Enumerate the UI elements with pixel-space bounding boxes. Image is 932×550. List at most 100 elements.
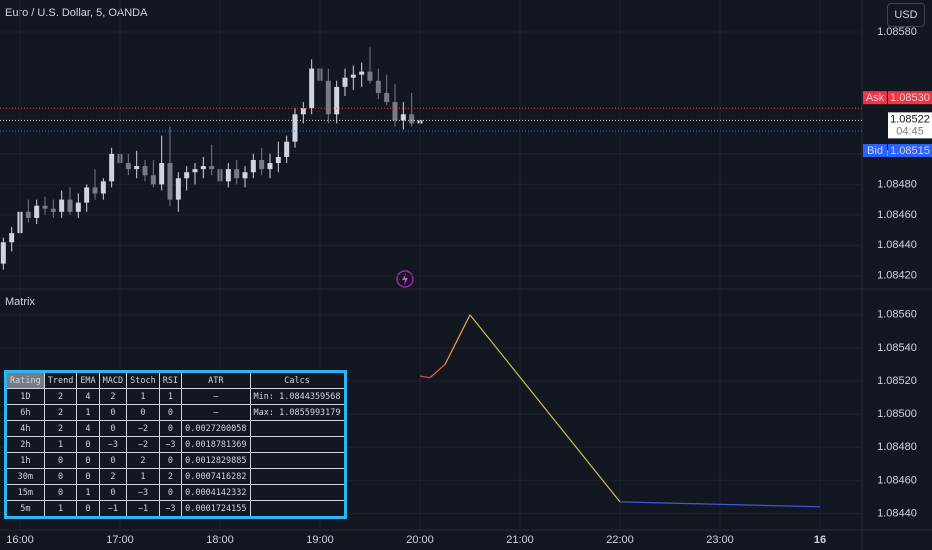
candle-body (125, 163, 131, 170)
table-row: 5m 1 0 −1 −1 −3 0.0001724155 (5, 500, 346, 518)
x-tick-label: 22:00 (606, 534, 634, 546)
table-cell: 0 (98, 452, 128, 469)
candle-body (192, 169, 198, 173)
table-cell: 0.0007416282 (181, 468, 251, 485)
table-row: 1D 2 4 2 1 1– Min: 1.0844359568 (5, 388, 346, 405)
y-tick-label: 1.08480 (877, 178, 917, 190)
x-tick-label: 17:00 (106, 534, 134, 546)
candle-body (334, 86, 340, 115)
candle-body (375, 80, 381, 93)
table-cell: 0 (126, 404, 160, 421)
table-cell: 0 (98, 484, 128, 501)
candle-body (367, 71, 373, 81)
event-icon[interactable] (396, 270, 414, 288)
table-cell: – (181, 404, 251, 421)
table-cell: 0.0004142332 (181, 484, 251, 501)
candle-body (409, 114, 415, 124)
table-cell: 1D (5, 388, 45, 405)
candle-body (67, 199, 73, 212)
candle-body (325, 80, 331, 115)
currency-button[interactable]: USD (887, 3, 925, 27)
table-cell (249, 436, 346, 453)
table-cell (249, 420, 346, 437)
table-cell (249, 500, 346, 518)
candle-body (250, 160, 256, 173)
candle-body (92, 187, 98, 194)
candle-body (25, 211, 31, 218)
x-tick-label: 21:00 (506, 534, 534, 546)
table-header-row: Rating Trend EMA MACD Stoch RSI ATR Calcs (5, 371, 346, 389)
candle-body (384, 92, 390, 103)
x-tick-label: 23:00 (706, 534, 734, 546)
x-tick-label: 16 (814, 534, 826, 546)
y-tick-label: 1.08440 (877, 239, 917, 251)
table-cell: Min: 1.0844359568 (249, 388, 346, 405)
y-tick-label: 1.08440 (877, 507, 917, 519)
candle-body (109, 153, 115, 182)
table-header-cell: RSI (158, 371, 183, 389)
candle-body (34, 205, 40, 218)
table-cell: 2 (98, 388, 128, 405)
table-header-cell: EMA (76, 371, 100, 389)
candle-body (150, 175, 156, 185)
table-cell: 2 (98, 468, 128, 485)
table-cell: 0 (43, 452, 78, 469)
line-segment (444, 314, 471, 365)
table-header-cell: Rating (5, 371, 45, 389)
table-cell: 0 (158, 452, 183, 469)
line-segment (419, 375, 431, 379)
table-cell: 1h (5, 452, 45, 469)
table-cell: 0 (76, 452, 100, 469)
table-cell: −1 (98, 500, 128, 518)
table-cell: 0 (43, 484, 78, 501)
table-cell: 2 (126, 452, 160, 469)
table-row: 30m 0 0 2 1 2 0.0007416282 (5, 468, 346, 485)
y-tick-label: 1.08540 (877, 342, 917, 354)
y-tick-label: 1.08520 (877, 375, 917, 387)
ask-tag-bg (863, 91, 887, 105)
table-cell: 5m (5, 500, 45, 518)
line-segment (619, 501, 821, 508)
candle-body (9, 233, 15, 243)
table-cell: 0 (76, 436, 100, 453)
table-cell: 0 (158, 420, 183, 437)
candle-body (209, 166, 215, 170)
candle-body (59, 199, 65, 212)
table-cell: 2 (158, 468, 183, 485)
table-cell: 1 (76, 484, 100, 501)
table-header-cell: MACD (98, 371, 128, 389)
x-tick-label: 16:00 (6, 534, 34, 546)
ask-price: 1.08530 (890, 92, 930, 104)
candle-body (267, 163, 273, 170)
candle-body (200, 166, 206, 170)
matrix-table: Rating Trend EMA MACD Stoch RSI ATR Calcs 1D 2 4 2 1… (4, 370, 347, 519)
y-tick-label: 1.08460 (877, 474, 917, 486)
candle-body (400, 114, 406, 121)
table-cell: 4 (76, 420, 100, 437)
table-cell: 6h (5, 404, 45, 421)
table-cell: 1 (43, 500, 78, 518)
table-cell: 1 (158, 388, 183, 405)
bid-price-bg (888, 144, 932, 158)
table-cell: −3 (126, 484, 160, 501)
table-cell: −1 (126, 500, 160, 518)
line-segment (429, 364, 446, 379)
table-cell: 1 (126, 388, 160, 405)
table-header-cell: Stoch (126, 371, 160, 389)
candle-body (300, 108, 306, 115)
table-cell: 0.0012829885 (181, 452, 251, 469)
table-cell: – (181, 388, 251, 405)
table-cell (249, 484, 346, 501)
candle-body (342, 77, 348, 87)
candle-body (350, 74, 356, 78)
candle-body (100, 181, 106, 194)
line-segment (469, 314, 621, 503)
x-tick-label: 18:00 (206, 534, 234, 546)
table-row: 2h 1 0 −3 −2 −3 0.0018781369 (5, 436, 346, 453)
table-cell: 1 (126, 468, 160, 485)
table-row: 6h 2 1 0 0 0– Max: 1.0855993179 (5, 404, 346, 421)
bid-tag: Bid (867, 145, 883, 157)
y-tick-label: 1.08580 (877, 26, 917, 38)
table-cell: 0.0001724155 (181, 500, 251, 518)
countdown: 04:45 (896, 125, 924, 137)
